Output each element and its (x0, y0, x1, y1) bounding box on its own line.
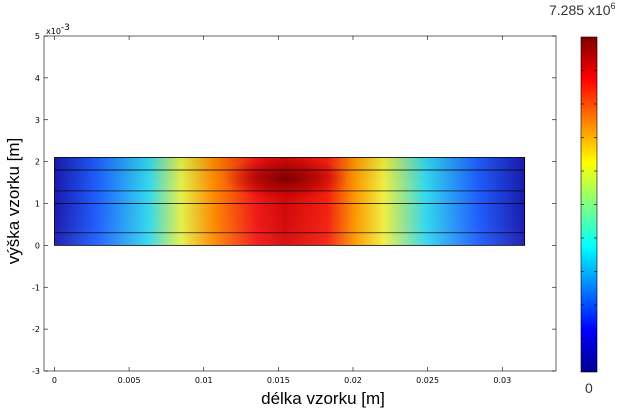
x-tick-label: 0.03 (493, 376, 511, 385)
colorbar-max-base: 10 (595, 2, 611, 18)
y-tick-label: 2 (35, 158, 40, 167)
x-tick-label: 0.005 (118, 376, 141, 385)
colorbar-min-label: 0 (585, 380, 593, 396)
x-axis-label: délka vzorku [m] (261, 389, 385, 408)
colorbar-max-label: 7.285 x106 (549, 1, 616, 18)
x-tick-label: 0.02 (344, 376, 362, 385)
y-tick-label: 5 (35, 32, 40, 41)
x-tick-label: 0 (52, 376, 57, 385)
sample-field (54, 156, 526, 246)
y-tick-label: 1 (35, 200, 40, 209)
y-tick-label: -1 (32, 283, 40, 292)
y-tick-label: -3 (32, 367, 40, 376)
y-axis-ticks: 5 4 3 2 1 0 -1 -2 -3 (32, 32, 556, 376)
y-exponent-power: -3 (61, 23, 70, 33)
y-exponent-base: x10 (46, 27, 61, 36)
x-axis-ticks: 0 0.005 0.01 0.015 0.02 0.025 0.03 (52, 36, 511, 385)
x-tick-label: 0.01 (195, 376, 213, 385)
peak-region (223, 156, 348, 201)
colorbar-max-power: 6 (611, 1, 616, 11)
colorbar-max-mantissa: 7.285 (549, 2, 584, 18)
y-tick-label: 0 (35, 241, 40, 250)
y-axis-label: výška vzorku [m] (4, 138, 23, 265)
colorbar-ticks (581, 70, 597, 339)
x-tick-label: 0.025 (416, 376, 439, 385)
colorbar (580, 36, 598, 373)
y-tick-label: -2 (32, 325, 40, 334)
colorbar-max-times: x (588, 2, 595, 18)
x-tick-label: 0.015 (267, 376, 290, 385)
sample-outline (54, 157, 526, 246)
y-tick-label: 4 (35, 74, 40, 83)
y-tick-label: 3 (35, 116, 40, 125)
y-axis-exponent: x10-3 (46, 23, 70, 36)
